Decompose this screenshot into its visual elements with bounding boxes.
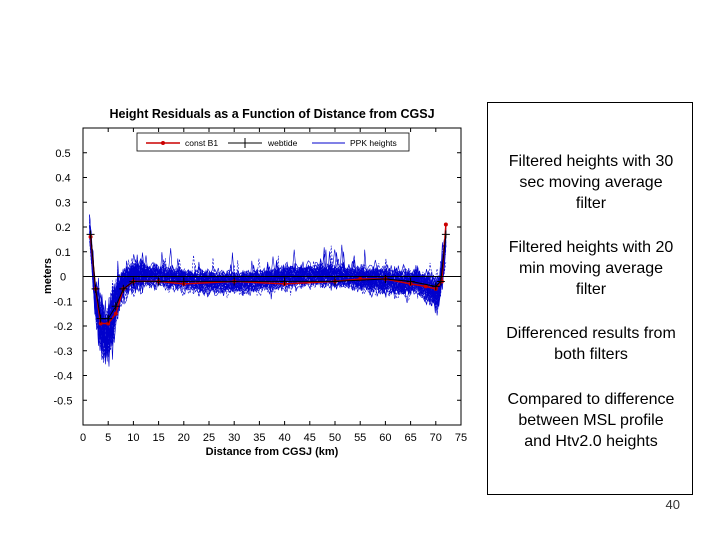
y-tick-label: -0.1 bbox=[54, 296, 73, 308]
data-point-webtide bbox=[154, 277, 163, 286]
data-point-webtide bbox=[86, 230, 95, 239]
ppk-trace bbox=[89, 229, 447, 358]
notes-panel: Filtered heights with 30 sec moving aver… bbox=[487, 102, 693, 495]
data-point-webtide bbox=[96, 314, 105, 323]
y-tick-label: -0.4 bbox=[54, 371, 73, 383]
legend-marker-const-b1 bbox=[161, 141, 165, 145]
ppk-traces-layer bbox=[86, 214, 450, 367]
data-point-webtide bbox=[406, 277, 415, 286]
note-line: Compared to difference bbox=[507, 391, 675, 408]
x-tick-label: 75 bbox=[455, 432, 467, 444]
note-20-min-filter: Filtered heights with 20 min moving aver… bbox=[488, 237, 694, 300]
y-tick-label: 0.5 bbox=[55, 148, 70, 160]
ppk-trace bbox=[89, 232, 447, 360]
note-differenced-results: Differenced results from both filters bbox=[488, 323, 694, 365]
x-tick-label: 20 bbox=[178, 432, 190, 444]
note-line: Differenced results from bbox=[506, 325, 676, 342]
data-point-const-b1 bbox=[106, 321, 111, 326]
data-point-const-b1 bbox=[113, 311, 118, 316]
ppk-trace bbox=[89, 227, 447, 344]
legend-box bbox=[136, 132, 410, 152]
y-tick-label: -0.3 bbox=[54, 346, 73, 358]
y-tick-label: 0.2 bbox=[55, 222, 70, 234]
x-tick-label: 15 bbox=[152, 432, 164, 444]
note-line: Filtered heights with 20 bbox=[508, 239, 674, 256]
x-tick-label: 40 bbox=[278, 432, 290, 444]
chart-title: Height Residuals as a Function of Distan… bbox=[109, 107, 434, 121]
y-tick-label: 0.1 bbox=[55, 247, 70, 259]
data-point-webtide bbox=[119, 284, 128, 293]
note-line: filter bbox=[575, 281, 607, 298]
y-tick-label: -0.5 bbox=[54, 395, 73, 407]
legend: const B1 webtide PPK heights bbox=[136, 132, 410, 152]
tick-marks bbox=[82, 128, 462, 425]
data-point-webtide bbox=[436, 277, 445, 286]
x-tick-label: 60 bbox=[379, 432, 391, 444]
note-30-sec-filter: Filtered heights with 30 sec moving aver… bbox=[488, 151, 694, 214]
data-point-webtide bbox=[91, 284, 100, 293]
x-tick-label: 5 bbox=[105, 432, 111, 444]
x-tick-label: 35 bbox=[253, 432, 265, 444]
data-point-webtide bbox=[179, 277, 188, 286]
x-tick-label: 45 bbox=[304, 432, 316, 444]
data-point-const-b1 bbox=[98, 321, 103, 326]
ppk-trace bbox=[89, 225, 447, 334]
data-point-const-b1 bbox=[443, 222, 448, 227]
y-tick-label: 0 bbox=[60, 272, 66, 284]
x-tick-label: 65 bbox=[404, 432, 416, 444]
data-point-webtide bbox=[230, 277, 239, 286]
note-line: Filtered heights with 30 bbox=[508, 153, 674, 170]
legend-label-const-b1: const B1 bbox=[185, 138, 218, 148]
data-point-webtide bbox=[431, 282, 440, 291]
note-msl-comparison: Compared to difference between MSL profi… bbox=[488, 389, 694, 452]
note-line: both filters bbox=[554, 346, 628, 363]
y-tick-label: 0.3 bbox=[55, 197, 70, 209]
data-point-webtide bbox=[104, 314, 113, 323]
data-point-webtide bbox=[129, 277, 138, 286]
data-point-webtide bbox=[111, 302, 120, 311]
note-line: and Htv2.0 heights bbox=[524, 433, 658, 450]
x-tick-label: 70 bbox=[430, 432, 442, 444]
x-tick-label: 10 bbox=[127, 432, 139, 444]
note-line: filter bbox=[575, 195, 607, 212]
x-tick-label: 50 bbox=[329, 432, 341, 444]
y-tick-label: 0.4 bbox=[55, 173, 70, 185]
data-point-webtide bbox=[441, 230, 450, 239]
y-axis-label: meters bbox=[42, 258, 54, 294]
residuals-chart: 0 5 10 15 20 25 30 35 40 45 50 55 60 65 70 75 0.5 0.4 0.3 0… bbox=[42, 107, 468, 458]
page-number: 40 bbox=[665, 497, 680, 512]
tick-labels: 0 5 10 15 20 25 30 35 40 45 50 55 60 65 70 75 0.5 0.4 0.3 0… bbox=[54, 148, 468, 444]
legend-label-webtide: webtide bbox=[267, 138, 298, 148]
data-point-webtide bbox=[331, 277, 339, 286]
note-line: between MSL profile bbox=[518, 412, 664, 429]
chart-svg: 0 5 10 15 20 25 30 35 40 45 50 55 60 65 70 75 0.5 0.4 0.3 0… bbox=[42, 107, 468, 458]
x-tick-label: 25 bbox=[203, 432, 215, 444]
x-axis-label: Distance from CGSJ (km) bbox=[206, 446, 339, 458]
ppk-trace bbox=[89, 226, 447, 353]
note-line: min moving average bbox=[518, 260, 664, 277]
x-tick-label: 0 bbox=[80, 432, 86, 444]
x-tick-label: 55 bbox=[354, 432, 366, 444]
x-tick-label: 30 bbox=[228, 432, 240, 444]
legend-label-ppk: PPK heights bbox=[350, 138, 397, 148]
data-point-webtide bbox=[280, 277, 289, 286]
y-tick-label: -0.2 bbox=[54, 321, 73, 333]
data-point-const-b1 bbox=[423, 284, 428, 289]
note-line: sec moving average bbox=[519, 174, 663, 191]
